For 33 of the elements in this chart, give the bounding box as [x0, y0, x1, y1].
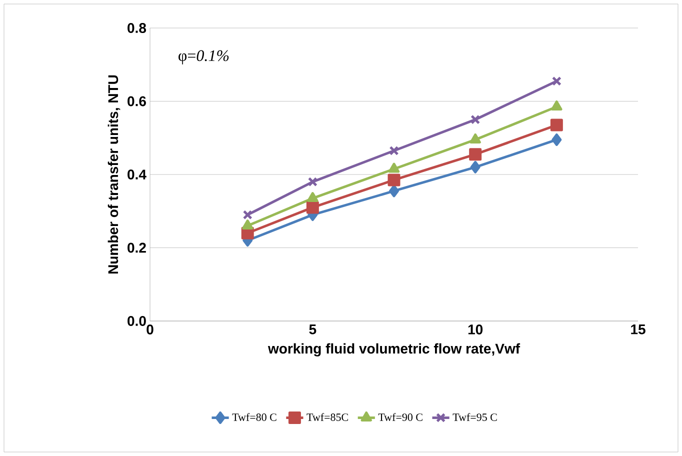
legend-label: Twf=85C [306, 413, 348, 421]
legend-label: Twf=80 C [232, 413, 276, 421]
y-tick-label: 0.6 [128, 96, 146, 106]
point [389, 184, 400, 198]
point [242, 220, 254, 230]
y-axis-title: Number of transfer units, NTU [108, 75, 120, 274]
x-tick-label: 15 [631, 324, 646, 334]
legend-label: Twf=95 C [452, 413, 497, 421]
annotation: φ=0.1% [178, 50, 229, 64]
point [389, 146, 399, 156]
point [242, 210, 252, 220]
point [470, 160, 480, 174]
y-tick-label: 0.2 [128, 242, 146, 253]
point [551, 100, 562, 110]
point [306, 201, 319, 214]
point [470, 114, 480, 124]
x-tick-label: 5 [309, 324, 316, 334]
point [307, 192, 318, 202]
point [308, 177, 318, 187]
point [388, 162, 400, 173]
y-tick-label: 0.8 [128, 23, 146, 33]
x-tick-label: 10 [468, 324, 483, 334]
point [469, 148, 482, 161]
y-tick-label: 0.4 [128, 170, 146, 180]
point [470, 133, 481, 144]
x-axis-title: working fluid volumetric flow rate,Vwf [268, 343, 520, 356]
point [388, 174, 400, 186]
legend-label: Twf=90 C [378, 413, 422, 421]
point [550, 118, 563, 132]
y-tick-label: 0.0 [128, 316, 146, 326]
point [552, 76, 562, 86]
x-tick-label: 0 [146, 324, 154, 334]
point [552, 133, 562, 146]
